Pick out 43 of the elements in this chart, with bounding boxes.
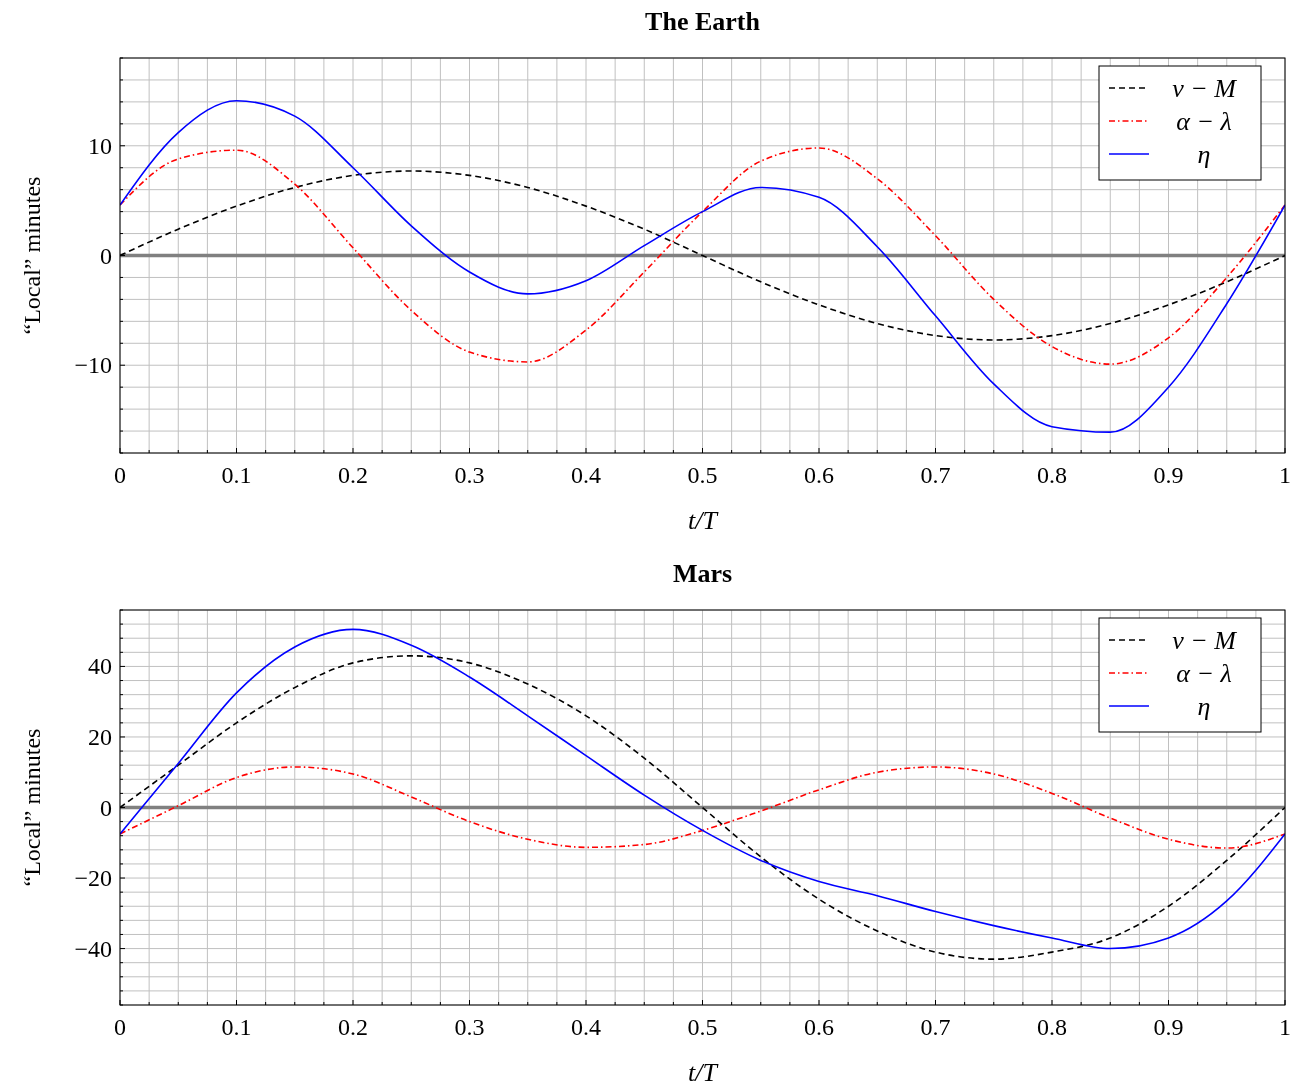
x-tick-label: 0.3: [454, 1014, 485, 1040]
x-tick-label: 0.9: [1153, 462, 1184, 488]
line-series: [120, 766, 1285, 849]
y-tick-label: 40: [88, 653, 112, 680]
x-tick-label: 0.6: [804, 1014, 834, 1040]
y-tick-label: 10: [88, 132, 112, 159]
x-tick-label: 0.9: [1153, 1014, 1184, 1040]
x-tick-label: 0.5: [687, 462, 718, 488]
x-tick-label: 0.8: [1037, 1014, 1067, 1040]
chart-title: Mars: [672, 559, 733, 588]
chart-title: The Earth: [645, 7, 761, 36]
y-axis-title: “Local” minutes: [19, 728, 45, 887]
y-axis-title: “Local” minutes: [19, 176, 45, 335]
x-tick-label: 0.1: [221, 1014, 252, 1040]
y-tick-label: 20: [88, 723, 112, 750]
legend-label: ν − M: [1172, 74, 1238, 103]
legend-label: η: [1197, 140, 1211, 169]
x-tick-label: 0.1: [221, 462, 252, 488]
x-tick-label: 0.2: [338, 462, 368, 488]
legend-label: η: [1197, 692, 1211, 721]
line-series: [120, 147, 1285, 365]
legend-label: α − λ: [1176, 107, 1232, 136]
y-tick-label: 0: [100, 242, 112, 269]
x-tick-label: 0.6: [804, 462, 834, 488]
y-tick-label: −20: [74, 865, 112, 892]
x-tick-label: 1: [1279, 462, 1291, 488]
x-tick-label: 0.5: [687, 1014, 718, 1040]
x-tick-label: 0.8: [1037, 462, 1067, 488]
y-tick-label: −40: [74, 935, 112, 962]
x-tick-label: 0.3: [454, 462, 485, 488]
x-tick-label: 0.4: [571, 462, 601, 488]
legend-label: ν − M: [1172, 626, 1238, 655]
x-tick-label: 0.7: [920, 1014, 951, 1040]
x-axis-title: t/T: [688, 1058, 719, 1087]
x-tick-label: 0.7: [920, 462, 951, 488]
line-series: [120, 99, 1285, 433]
x-tick-label: 0.2: [338, 1014, 368, 1040]
legend-label: α − λ: [1176, 659, 1232, 688]
y-tick-label: 0: [100, 794, 112, 821]
x-tick-label: 0.4: [571, 1014, 601, 1040]
x-tick-label: 1: [1279, 1014, 1291, 1040]
x-axis-title: t/T: [688, 506, 719, 535]
y-tick-label: −10: [74, 352, 112, 379]
